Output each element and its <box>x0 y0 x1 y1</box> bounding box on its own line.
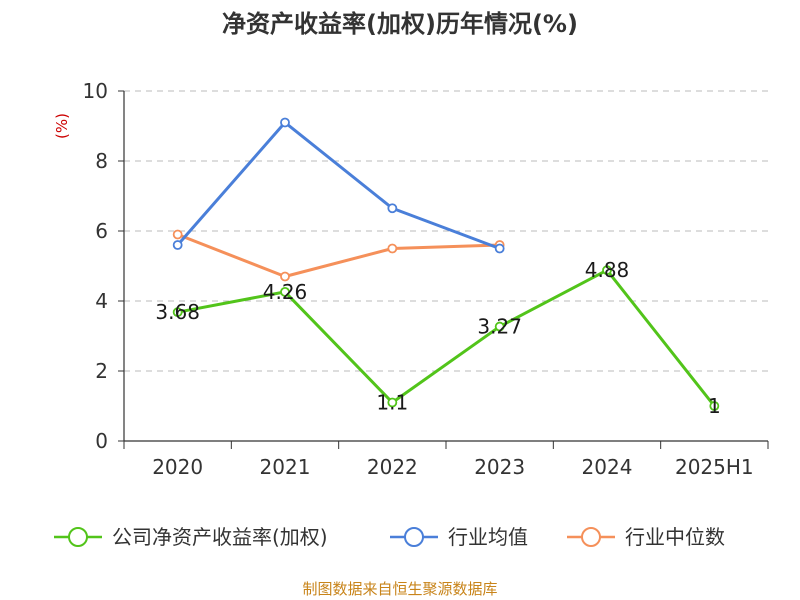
data-point[interactable] <box>387 397 398 408</box>
y-tick-label: 0 <box>95 429 108 453</box>
data-point[interactable] <box>494 321 505 332</box>
legend-label: 行业中位数 <box>625 525 725 549</box>
data-point[interactable] <box>172 240 183 250</box>
data-point[interactable] <box>172 307 183 318</box>
data-point[interactable] <box>602 265 612 276</box>
legend-item[interactable]: 公司净资产收益率(加权) <box>54 525 328 549</box>
y-tick-label: 2 <box>95 359 108 383</box>
legend-item[interactable]: 行业均值 <box>390 525 528 549</box>
series-line <box>177 233 500 278</box>
legend-label: 行业均值 <box>448 525 528 549</box>
data-label: 4.88 <box>585 258 630 282</box>
y-tick-label: 8 <box>95 149 108 173</box>
data-label: 3.68 <box>155 300 200 324</box>
x-tick-label: 2021 <box>260 455 311 479</box>
data-point[interactable] <box>280 286 290 297</box>
legend-marker-icon <box>581 527 601 547</box>
data-point[interactable] <box>280 117 290 128</box>
chart-title: 净资产收益率(加权)历年情况(%) <box>222 10 578 38</box>
data-label: 1.1 <box>376 391 408 415</box>
legend-marker-icon <box>404 527 424 547</box>
data-point[interactable] <box>494 243 505 254</box>
axes: 0 2 4 6 8 10 2020 2021 2022 2023 2024 2025H1 <box>83 79 769 479</box>
data-point[interactable] <box>280 271 290 282</box>
y-tick-label: 10 <box>83 79 108 103</box>
legend-item[interactable]: 行业中位数 <box>567 525 725 549</box>
data-point[interactable] <box>387 203 398 214</box>
grid-lines <box>124 90 768 372</box>
plot-area <box>172 117 720 411</box>
data-point[interactable] <box>172 229 183 240</box>
x-tick-label: 2023 <box>474 455 525 479</box>
x-tick-label: 2024 <box>582 455 633 479</box>
series-line <box>177 268 716 407</box>
x-tick-label: 2020 <box>152 455 203 479</box>
x-tick-label: 2022 <box>367 455 418 479</box>
data-point[interactable] <box>709 401 720 411</box>
y-tick-label: 4 <box>95 289 108 313</box>
y-tick-label: 6 <box>95 219 108 243</box>
data-label: 3.27 <box>477 315 522 339</box>
data-labels: 3.68 4.26 1.1 3.27 4.88 1 <box>155 258 720 418</box>
data-label: 1 <box>708 394 721 418</box>
legend[interactable]: 公司净资产收益率(加权) 行业均值 行业中位数 <box>54 525 725 549</box>
source-note: 制图数据来自恒生聚源数据库 <box>302 580 497 598</box>
data-point[interactable] <box>387 243 398 254</box>
x-tick-label: 2025H1 <box>675 455 754 479</box>
y-axis-label: (%) <box>53 113 71 139</box>
legend-label: 公司净资产收益率(加权) <box>112 525 328 549</box>
legend-marker-icon <box>68 527 88 547</box>
series-line <box>176 121 501 250</box>
data-label: 4.26 <box>263 280 308 304</box>
